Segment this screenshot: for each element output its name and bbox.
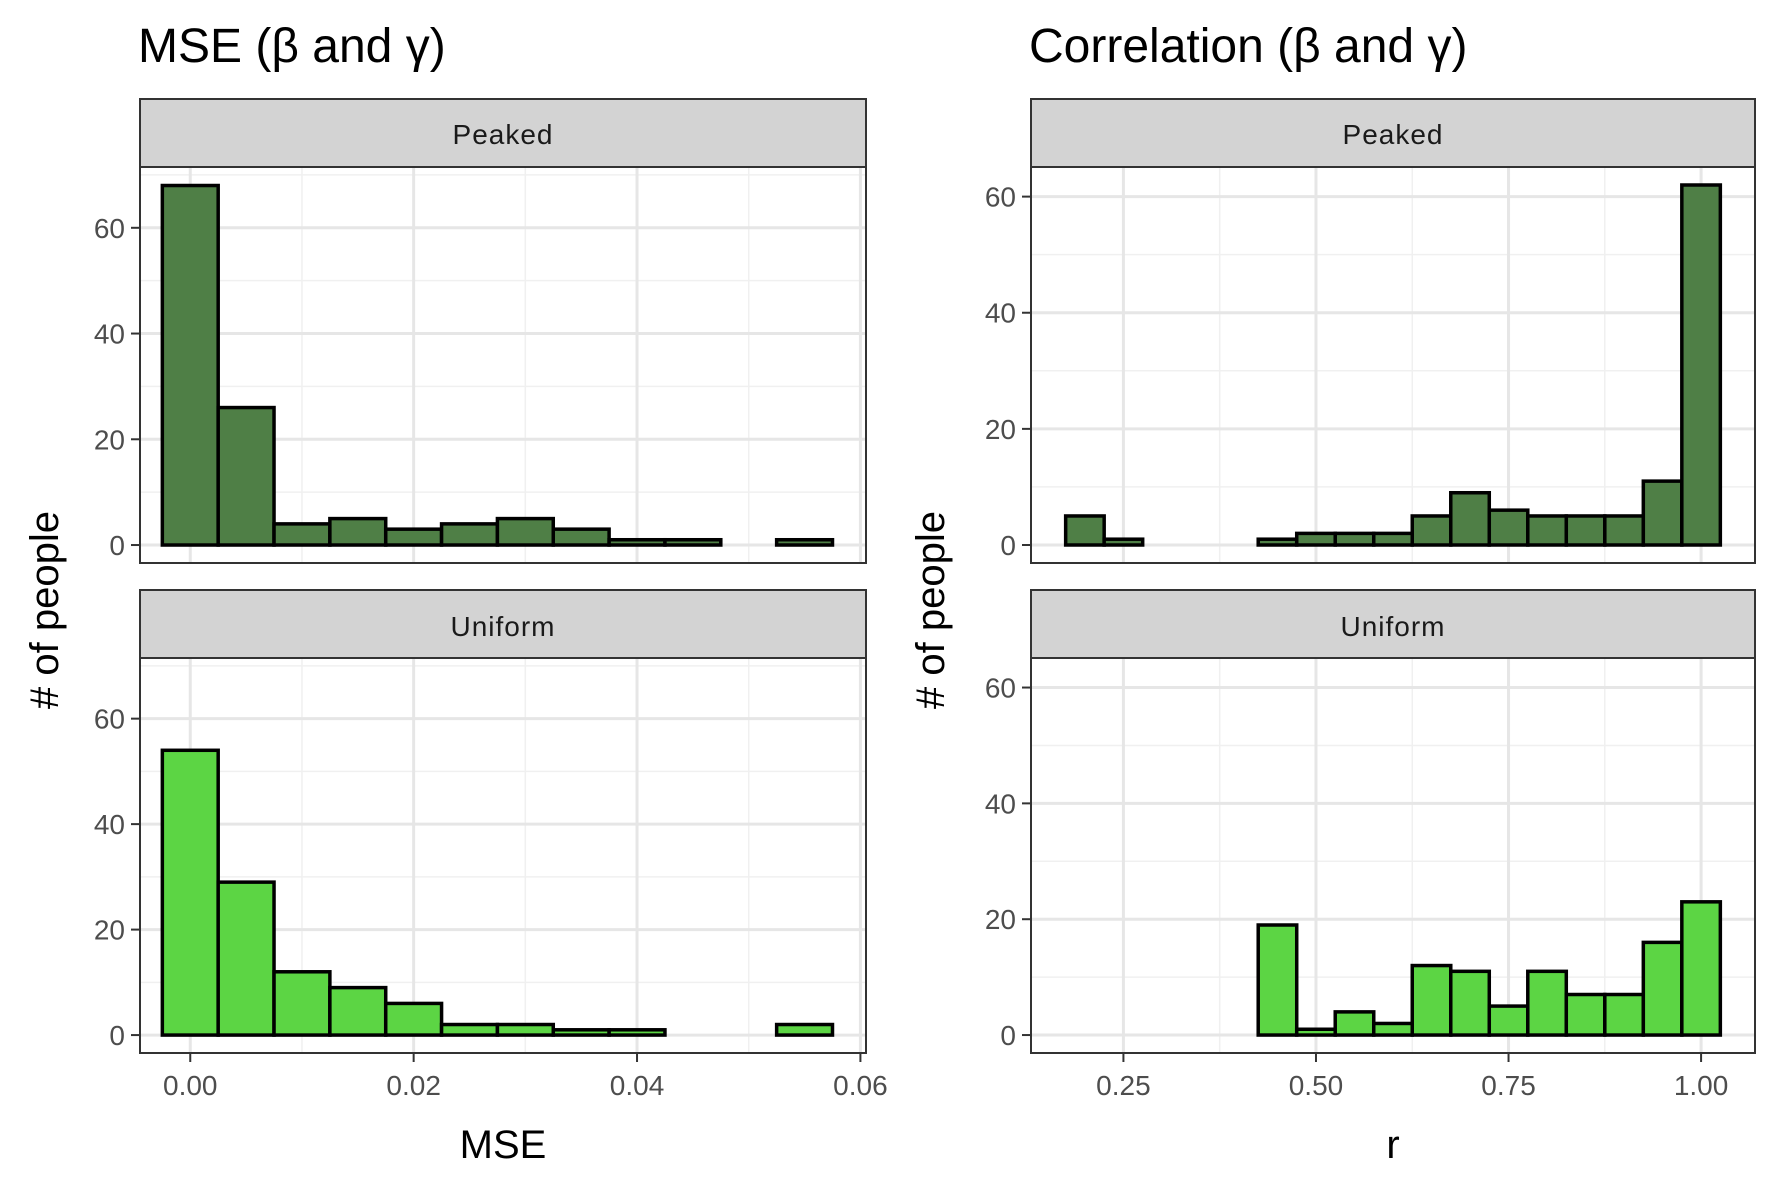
correlation-uniform-y-tick-label: 0 [1000, 1020, 1016, 1051]
mse-x-tick-label: 0.02 [386, 1070, 441, 1101]
mse-uniform-bar [160, 748, 220, 1037]
correlation-uniform-bar [1333, 1010, 1376, 1037]
mse-uniform-bar [383, 1001, 444, 1037]
correlation-peaked-bar [1564, 514, 1607, 547]
correlation-peaked-bar [1641, 479, 1684, 547]
mse-uniform-bar [774, 1022, 835, 1037]
correlation-x-axis-title: r [1386, 1123, 1399, 1167]
mse-peaked-bar [663, 537, 723, 547]
correlation-peaked-bar [1680, 183, 1723, 547]
correlation-uniform-bar [1603, 992, 1646, 1037]
mse-peaked-bar [551, 527, 611, 547]
correlation-uniform-y-tick-label: 40 [985, 788, 1016, 819]
mse-peaked-bar [160, 183, 220, 547]
mse-peaked-strip [139, 98, 867, 168]
mse-uniform-strip-label: Uniform [450, 611, 555, 642]
correlation-y-axis-title: # of people [909, 511, 953, 709]
correlation-uniform-bar [1449, 969, 1492, 1037]
correlation-peaked-bar [1410, 514, 1453, 547]
correlation-uniform-y-tick-label: 60 [985, 673, 1016, 704]
mse-peaked-y-tick-label: 0 [109, 530, 125, 561]
correlation-uniform-panel-border [1030, 657, 1756, 1054]
mse-uniform-strip [139, 589, 867, 659]
mse-peaked-bar [328, 516, 388, 547]
mse-uniform-bar [272, 970, 332, 1037]
correlation-peaked-bar [1603, 514, 1646, 547]
mse-uniform-bar [607, 1028, 667, 1037]
mse-peaked-y-tick-label: 20 [94, 424, 125, 455]
correlation-x-tick-label: 0.75 [1481, 1070, 1536, 1101]
mse-x-axis-title: MSE [460, 1123, 547, 1167]
correlation-x-tick-label: 0.25 [1096, 1070, 1151, 1101]
correlation-uniform-bar [1564, 992, 1607, 1037]
correlation-peaked-bar [1256, 537, 1299, 547]
correlation-uniform-bar [1526, 969, 1569, 1037]
correlation-peaked-panel-border [1030, 166, 1756, 564]
correlation-peaked-strip [1030, 98, 1756, 168]
mse-uniform-y-tick-label: 60 [94, 704, 125, 735]
mse-chart-title: MSE (β and γ) [138, 20, 446, 73]
correlation-peaked-bar [1063, 514, 1106, 547]
mse-peaked-bar [272, 522, 332, 547]
mse-peaked-bar [439, 522, 500, 547]
mse-peaked-y-tick-label: 60 [94, 213, 125, 244]
correlation-uniform-bar [1371, 1021, 1415, 1037]
correlation-chart-title: Correlation (β and γ) [1029, 20, 1467, 73]
correlation-uniform-strip-label: Uniform [1340, 611, 1445, 642]
mse-peaked-bar [495, 516, 556, 547]
correlation-peaked-y-tick-label: 60 [985, 182, 1016, 213]
mse-uniform-bar [328, 985, 388, 1037]
mse-peaked-bar [383, 527, 444, 547]
mse-peaked-panel-border [139, 166, 867, 564]
correlation-peaked-y-tick-label: 20 [985, 414, 1016, 445]
correlation-uniform-panel: Uniform 0 20 40 60 0.25 0.50 0.75 1.00 [985, 589, 1756, 1101]
correlation-peaked-bar [1371, 531, 1415, 547]
correlation-uniform-strip [1030, 589, 1756, 659]
correlation-x-tick-label: 1.00 [1674, 1070, 1729, 1101]
mse-uniform-bar [551, 1028, 611, 1037]
mse-uniform-bar [439, 1022, 500, 1037]
correlation-uniform-bar [1294, 1027, 1337, 1037]
correlation-peaked-bar [1333, 531, 1376, 547]
correlation-peaked-y-tick-label: 40 [985, 298, 1016, 329]
mse-uniform-bar [216, 880, 276, 1037]
correlation-peaked-panel: Peaked 0 20 40 60 [985, 98, 1756, 564]
mse-uniform-bar [495, 1022, 556, 1037]
mse-uniform-y-tick-label: 20 [94, 915, 125, 946]
mse-peaked-bar [216, 405, 276, 547]
mse-peaked-bar [607, 537, 667, 547]
mse-peaked-strip-label: Peaked [453, 119, 554, 150]
mse-uniform-panel-border [139, 657, 867, 1054]
mse-peaked-y-tick-label: 40 [94, 319, 125, 350]
correlation-peaked-bar [1487, 508, 1530, 547]
mse-uniform-panel: Uniform 0 20 40 60 0.00 0.02 0.04 0.06 [94, 589, 888, 1101]
mse-x-tick-label: 0.06 [833, 1070, 888, 1101]
mse-peaked-panel: Peaked 0 20 40 60 [94, 98, 867, 564]
correlation-peaked-bar [1526, 514, 1569, 547]
mse-peaked-bar [774, 537, 835, 547]
correlation-x-tick-label: 0.50 [1289, 1070, 1344, 1101]
mse-uniform-y-tick-label: 0 [109, 1020, 125, 1051]
mse-uniform-y-tick-label: 40 [94, 809, 125, 840]
correlation-uniform-y-tick-label: 20 [985, 904, 1016, 935]
correlation-peaked-bar [1294, 531, 1337, 547]
correlation-uniform-bar [1641, 940, 1684, 1037]
correlation-peaked-bar [1449, 490, 1492, 547]
correlation-peaked-strip-label: Peaked [1343, 119, 1444, 150]
correlation-peaked-y-tick-label: 0 [1000, 530, 1016, 561]
mse-x-tick-label: 0.04 [610, 1070, 665, 1101]
correlation-peaked-bar [1102, 537, 1145, 547]
mse-y-axis-title: # of people [23, 511, 67, 709]
mse-x-tick-label: 0.00 [163, 1070, 218, 1101]
correlation-uniform-bar [1410, 963, 1453, 1037]
correlation-uniform-bar [1487, 1004, 1530, 1037]
correlation-uniform-bar [1680, 900, 1723, 1037]
correlation-uniform-bar [1256, 923, 1299, 1037]
